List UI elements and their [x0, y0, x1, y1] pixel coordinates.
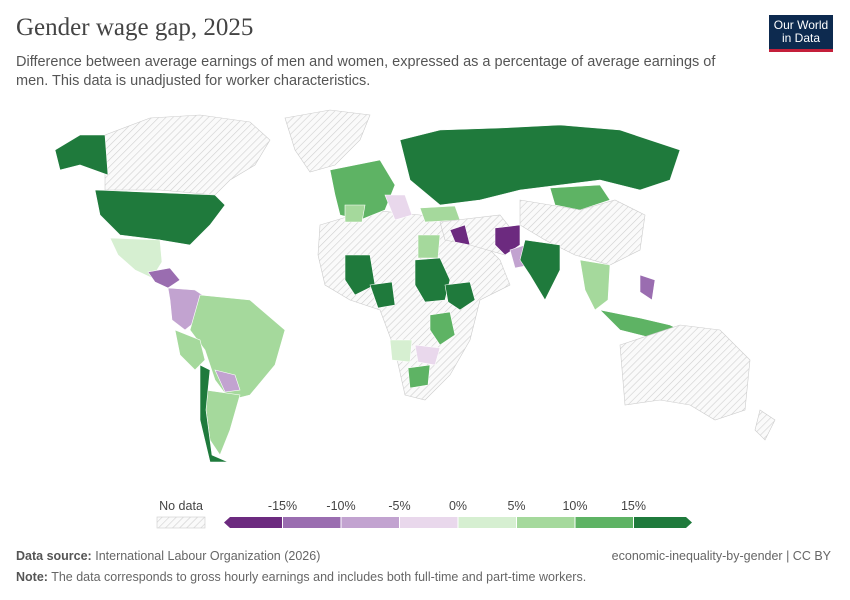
no-data-swatch	[156, 516, 206, 529]
country	[519, 199, 646, 266]
map: No data -15% -10% -5% 0% 5% 10% 15%	[54, 109, 776, 529]
country	[147, 267, 181, 289]
legend-swatch	[224, 517, 283, 528]
country	[419, 205, 461, 223]
slug[interactable]: economic-inequality-by-gender | CC BY	[611, 549, 831, 563]
logo-line: in Data	[781, 31, 821, 45]
country	[549, 184, 611, 211]
country	[389, 339, 413, 363]
country	[369, 281, 396, 309]
legend-swatch	[341, 517, 400, 528]
country	[414, 257, 451, 303]
countries	[54, 109, 776, 463]
legend-swatch	[399, 517, 458, 528]
legend-swatch	[575, 517, 634, 528]
country	[417, 234, 441, 259]
country	[754, 409, 776, 441]
legend-swatch	[458, 517, 517, 528]
legend-tick-label: 5%	[507, 499, 525, 513]
title: Gender wage gap, 2025	[16, 14, 254, 41]
source: Data source: International Labour Organi…	[16, 549, 320, 563]
country	[619, 324, 751, 421]
country	[344, 254, 376, 296]
no-data-label: No data	[159, 499, 203, 513]
legend-swatch	[516, 517, 575, 528]
legend-tick-label: 0%	[449, 499, 467, 513]
country	[414, 344, 441, 366]
country	[284, 109, 371, 173]
subtitle: Difference between average earnings of m…	[16, 53, 715, 91]
note-text: The data corresponds to gross hourly ear…	[51, 570, 587, 584]
subtitle-line: men. This data is unadjusted for worker …	[16, 73, 371, 89]
country	[407, 364, 431, 389]
country	[444, 281, 476, 311]
legend-tick-label: 15%	[621, 499, 646, 513]
country	[344, 204, 366, 223]
note-label: Note:	[16, 570, 48, 584]
country	[429, 311, 456, 346]
country	[94, 189, 226, 246]
country	[519, 239, 561, 301]
subtitle-line: Difference between average earnings of m…	[16, 54, 716, 70]
country	[54, 134, 109, 176]
source-label: Data source:	[16, 549, 92, 563]
legend-tick-label: -5%	[388, 499, 410, 513]
legend-tick-label: -15%	[268, 499, 297, 513]
country	[214, 369, 241, 393]
country	[399, 124, 681, 206]
legend-swatch	[282, 517, 341, 528]
country	[579, 259, 611, 311]
logo-line: Our World	[773, 18, 829, 32]
country	[639, 274, 656, 301]
country	[104, 114, 271, 196]
note: Note: The data corresponds to gross hour…	[16, 570, 586, 584]
country	[384, 194, 413, 221]
country	[199, 364, 229, 463]
country	[449, 224, 471, 246]
legend-tick-label: 10%	[562, 499, 587, 513]
source-text: International Labour Organization (2026)	[95, 549, 321, 563]
legend-swatch	[633, 517, 692, 528]
legend-tick-label: -10%	[326, 499, 355, 513]
logo[interactable]: Our World in Data	[769, 15, 833, 52]
